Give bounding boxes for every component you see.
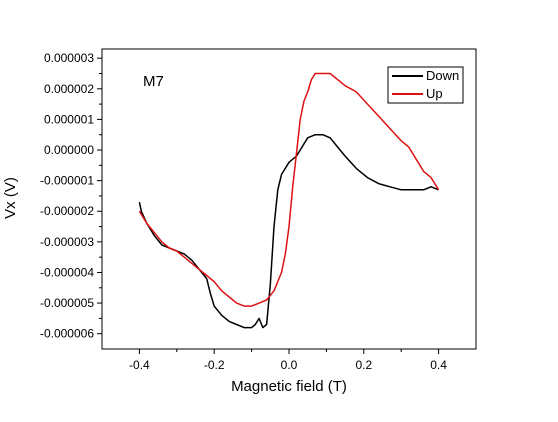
x-tick-label: 0.4 (430, 358, 447, 372)
series-layer (138, 72, 440, 329)
series-line-up (138, 72, 440, 307)
x-axis: -0.4 -0.2 0.0 0.2 0.4 (129, 349, 447, 372)
y-tick-label: -0.000005 (40, 296, 94, 310)
x-tick-label: -0.2 (204, 358, 225, 372)
legend-box (387, 66, 464, 104)
legend-label-up: Up (426, 86, 443, 101)
series-line-down (138, 133, 439, 329)
y-tick-label: 0.000002 (44, 82, 94, 96)
annotation-label: M7 (143, 73, 164, 90)
y-tick-label: -0.000004 (40, 265, 94, 279)
y-tick-label: -0.000001 (40, 174, 94, 188)
x-tick-label: 0.2 (355, 358, 372, 372)
legend-label-down: Down (426, 68, 459, 83)
y-tick-label: 0.000003 (44, 51, 94, 65)
legend: Down Up (387, 66, 464, 104)
x-tick-label: 0.0 (281, 358, 298, 372)
y-tick-label: 0.000000 (44, 143, 94, 157)
y-tick-label: 0.000001 (44, 112, 94, 126)
y-axis: -0.000006 -0.000005 -0.000004 -0.000003 -0.0… (40, 51, 102, 341)
y-axis-label: Vx (V) (2, 177, 19, 219)
y-tick-label: -0.000003 (40, 235, 94, 249)
y-tick-label: -0.000006 (40, 327, 94, 341)
x-tick-label: -0.4 (129, 358, 150, 372)
x-axis-label: Magnetic field (T) (231, 378, 347, 395)
y-tick-label: -0.000002 (40, 204, 94, 218)
